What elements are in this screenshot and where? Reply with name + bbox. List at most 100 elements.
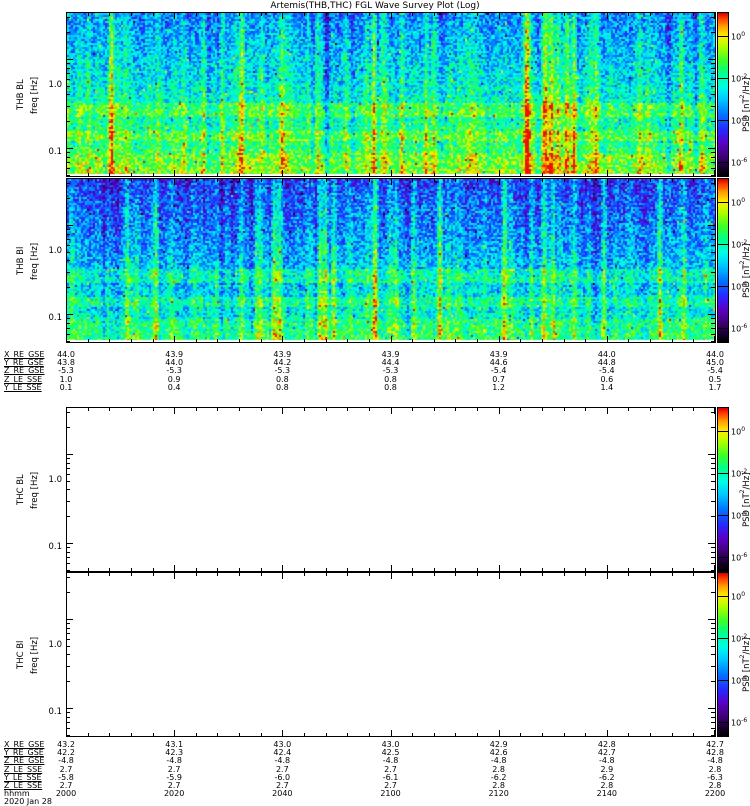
ytick-minor bbox=[711, 94, 715, 95]
xtick-minor bbox=[455, 568, 456, 572]
xtick-minor bbox=[153, 178, 154, 182]
xtick-minor bbox=[88, 178, 89, 182]
axis-value-lower: 2.7 bbox=[167, 781, 181, 790]
axis-value-lower: 2.7 bbox=[59, 781, 73, 790]
xtick-minor bbox=[109, 733, 110, 737]
xtick-major bbox=[499, 730, 500, 737]
xtick-minor bbox=[520, 173, 521, 177]
xtick-minor bbox=[693, 339, 694, 343]
ytick-minor bbox=[711, 260, 715, 261]
ytick-minor bbox=[711, 592, 715, 593]
axis-value-upper: 1.4 bbox=[600, 382, 614, 392]
spectrogram-panel-thc-bpar[interactable] bbox=[66, 572, 716, 737]
xtick-minor bbox=[88, 339, 89, 343]
ytick-thb-bl-0: 0.1 bbox=[48, 147, 62, 157]
axis-value-upper: 43.9 bbox=[165, 350, 184, 359]
xtick-major bbox=[282, 730, 283, 737]
xtick-minor bbox=[261, 339, 262, 343]
ytick-minor bbox=[711, 481, 715, 482]
colorbar-tick-label: 10-4 bbox=[731, 675, 748, 686]
xtick-minor bbox=[650, 733, 651, 737]
xtick-major bbox=[607, 12, 608, 19]
xtick-major bbox=[607, 170, 608, 177]
ytick-minor bbox=[66, 239, 70, 240]
xtick-minor bbox=[434, 572, 435, 576]
ytick-minor bbox=[711, 63, 715, 64]
axis-row-label-upper: Y_RE_GSE bbox=[4, 358, 44, 368]
xtick-minor bbox=[131, 173, 132, 177]
xtick-minor bbox=[304, 339, 305, 343]
xtick-major bbox=[607, 565, 608, 572]
spectrogram-panel-thc-bl[interactable] bbox=[66, 407, 716, 572]
xtick-major bbox=[499, 178, 500, 185]
xtick-minor bbox=[628, 568, 629, 572]
xtick-minor bbox=[239, 572, 240, 576]
ytick-minor bbox=[711, 577, 715, 578]
xtick-minor bbox=[455, 178, 456, 182]
ytick-minor bbox=[66, 252, 70, 253]
colorbar-tick-label: 100 bbox=[731, 426, 746, 437]
xtick-minor bbox=[347, 339, 348, 343]
xtick-minor bbox=[477, 407, 478, 411]
colorbar-tick-label: 100 bbox=[731, 31, 746, 42]
colorbar-tick bbox=[717, 162, 729, 163]
spectrogram-panel-thb-bl[interactable] bbox=[66, 12, 716, 177]
axis-value-upper: 0.4 bbox=[167, 382, 181, 392]
xtick-minor bbox=[477, 572, 478, 576]
axis-row-label-lower: Z_RE_GSE bbox=[4, 756, 45, 766]
xtick-minor bbox=[369, 12, 370, 16]
ytick-minor bbox=[711, 563, 715, 564]
xtick-minor bbox=[131, 339, 132, 343]
axis-value-lower: -6.2 bbox=[490, 772, 507, 782]
xtick-minor bbox=[693, 12, 694, 16]
ytick-minor bbox=[66, 152, 70, 153]
ytick-minor bbox=[66, 654, 70, 655]
xtick-minor bbox=[109, 12, 110, 16]
colorbar-tick-label: 100 bbox=[731, 197, 746, 208]
ytick-minor bbox=[66, 712, 70, 713]
ytick-minor bbox=[711, 239, 715, 240]
ytick-minor bbox=[711, 735, 715, 736]
ytick-minor bbox=[66, 681, 70, 682]
colorbar-tick-label: 10-4 bbox=[731, 510, 748, 521]
axis-value-lower: -6.0 bbox=[274, 772, 291, 782]
spectrogram-panel-thb-bpar[interactable] bbox=[66, 178, 716, 343]
axis-value-lower: 42.7 bbox=[706, 740, 724, 749]
xtick-minor bbox=[564, 339, 565, 343]
colorbar-tick-label: 10-2 bbox=[731, 468, 748, 479]
axis-value-lower: 43.0 bbox=[273, 740, 292, 749]
xtick-major bbox=[66, 12, 67, 19]
xtick-minor bbox=[585, 178, 586, 182]
axis-value-lower: -4.8 bbox=[58, 756, 74, 766]
xtick-minor bbox=[239, 568, 240, 572]
xtick-major bbox=[607, 336, 608, 343]
axis-value-lower: -4.8 bbox=[599, 756, 615, 766]
xtick-major bbox=[391, 170, 392, 177]
colorbar-tick bbox=[717, 78, 729, 79]
xtick-minor bbox=[650, 568, 651, 572]
xtick-major bbox=[607, 407, 608, 414]
xtick-major bbox=[391, 572, 392, 579]
axis-value-lower: -6.2 bbox=[599, 772, 615, 782]
xtick-major bbox=[714, 170, 715, 177]
axis-value-lower: 42.4 bbox=[273, 748, 292, 758]
ytick-minor bbox=[711, 175, 715, 176]
axis-value-lower: 43.2 bbox=[57, 740, 75, 749]
xtick-minor bbox=[196, 568, 197, 572]
ytick-major bbox=[66, 543, 73, 544]
colorbar-gradient bbox=[718, 408, 728, 571]
axis-label-thb-bl: THB BL bbox=[16, 79, 26, 111]
xtick-minor bbox=[326, 407, 327, 411]
colorbar-tick bbox=[717, 722, 729, 723]
axis-time-label: 2020 bbox=[163, 789, 185, 799]
ytick-minor bbox=[66, 474, 70, 475]
axis-value-upper: -5.4 bbox=[490, 366, 507, 376]
ytick-minor bbox=[66, 427, 70, 428]
xtick-minor bbox=[628, 407, 629, 411]
xtick-minor bbox=[109, 572, 110, 576]
axis-time-label: 2040 bbox=[272, 789, 293, 799]
ytick-major bbox=[708, 543, 715, 544]
ytick-thb-bpar-1: 1.0 bbox=[48, 246, 62, 256]
ytick-minor bbox=[66, 260, 70, 261]
ytick-minor bbox=[66, 735, 70, 736]
